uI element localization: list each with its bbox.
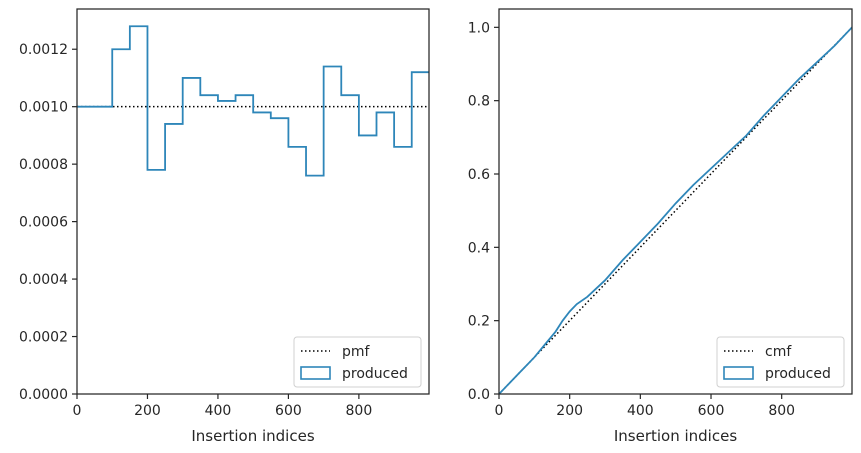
- legend-box: [293, 336, 422, 388]
- plot-area: [77, 25, 429, 177]
- y-tick-label: 0.0: [468, 387, 490, 403]
- y-tick-label: 0.4: [468, 240, 490, 256]
- y-tick-label: 0.2: [468, 314, 490, 330]
- plot-frame: [76, 8, 430, 395]
- y-tick-label: 0.0000: [19, 387, 68, 403]
- legend-swatch-produced: [300, 366, 331, 380]
- x-tick-label: 200: [556, 403, 583, 419]
- x-tick-label: 800: [346, 403, 373, 419]
- chart-panel-2: 0 200 400 600 800 0.0 0.2 0.4 0.6 0.8 1.0 Insertion…: [468, 8, 853, 445]
- x-tick-label: 400: [205, 403, 232, 419]
- series-cmf-line: [499, 26, 852, 394]
- legend-box: [716, 336, 845, 388]
- y-tick-label: 0.0006: [19, 215, 68, 231]
- chart-panel-1: 0 200 400 600 800 0.0000 0.0002 0.0004 0.0006 0.0…: [19, 8, 430, 445]
- plot-frame: [498, 8, 853, 395]
- y-tick-label: 0.0008: [19, 157, 68, 173]
- y-tick-label: 0.0002: [19, 330, 68, 346]
- y-tick-label: 0.0004: [19, 272, 68, 288]
- y-tick-label: 1.0: [468, 20, 490, 36]
- legend-label-produced: produced: [342, 366, 408, 382]
- y-tick-label: 0.0012: [19, 42, 68, 58]
- x-axis-label: Insertion indices: [614, 427, 737, 445]
- x-tick-label: 0: [495, 403, 504, 419]
- x-tick-label: 0: [73, 403, 82, 419]
- x-tick-label: 600: [698, 403, 725, 419]
- legend-label-pmf: pmf: [342, 344, 371, 360]
- legend: pmf produced: [293, 336, 422, 388]
- legend-label-cmf: cmf: [765, 344, 792, 360]
- y-tick-label: 0.0010: [19, 100, 68, 116]
- legend: cmf produced: [716, 336, 845, 388]
- series-produced-line: [499, 26, 852, 394]
- x-axis-label: Insertion indices: [191, 427, 314, 445]
- x-tick-label: 800: [768, 403, 795, 419]
- x-tick-label: 400: [627, 403, 654, 419]
- y-tick-label: 0.8: [468, 94, 490, 110]
- legend-label-produced: produced: [765, 366, 831, 382]
- x-tick-label: 600: [275, 403, 302, 419]
- x-tick-label: 200: [134, 403, 161, 419]
- y-tick-label: 0.6: [468, 167, 490, 183]
- legend-swatch-produced: [723, 366, 754, 380]
- series-produced-line: [77, 25, 429, 177]
- plot-area: [499, 26, 852, 394]
